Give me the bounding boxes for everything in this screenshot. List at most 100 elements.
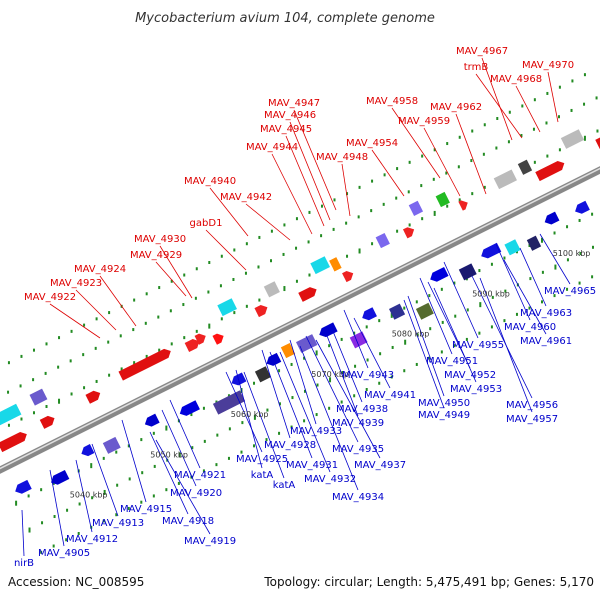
bottom-gene-label: MAV_4965 xyxy=(544,286,596,297)
gene-feature xyxy=(179,400,200,416)
gene-box xyxy=(310,256,330,275)
tick-dot xyxy=(440,287,443,291)
gene-box xyxy=(329,257,342,272)
tick-dot xyxy=(320,204,323,208)
tick-dot xyxy=(596,129,599,133)
gene-arrow xyxy=(342,270,354,283)
tick-dot xyxy=(458,135,461,139)
tick-dot xyxy=(504,289,507,293)
leader-line xyxy=(433,287,477,383)
tick-dot xyxy=(529,277,532,281)
tick-dot xyxy=(283,286,286,292)
tick-dot xyxy=(278,369,281,373)
tick-dot xyxy=(152,494,155,498)
tick-dot xyxy=(483,123,486,127)
leader-line xyxy=(155,261,187,297)
leader-line xyxy=(169,399,201,469)
tick-dot xyxy=(471,129,474,133)
tick-dot xyxy=(558,85,561,89)
bottom-gene-label: MAV_4912 xyxy=(66,534,118,545)
tick-dot xyxy=(483,185,486,189)
tick-dot xyxy=(52,544,55,548)
tick-dot xyxy=(541,300,544,304)
tick-dot xyxy=(328,406,331,410)
tick-dot xyxy=(446,142,449,146)
gene-box xyxy=(389,303,406,320)
gene-feature xyxy=(415,302,434,320)
leader-line xyxy=(159,245,193,299)
tick-dot xyxy=(465,337,468,341)
tick-dot xyxy=(108,311,111,315)
tick-dot xyxy=(403,306,406,310)
tick-dot xyxy=(53,515,56,519)
tick-dot xyxy=(571,79,574,83)
leader-line xyxy=(479,277,533,413)
gene-box xyxy=(504,239,521,256)
tick-dot xyxy=(591,245,594,249)
gene-arrow xyxy=(481,242,502,259)
tick-dot xyxy=(503,256,506,260)
gene-feature xyxy=(254,366,272,383)
tick-dot xyxy=(170,342,173,346)
scale-label: 5040 kbp xyxy=(70,491,108,500)
tick-dot xyxy=(446,204,449,208)
tick-dot xyxy=(390,375,393,379)
gene-box xyxy=(217,298,237,317)
tick-dot xyxy=(195,267,198,271)
tick-dot xyxy=(566,287,569,291)
gene-feature xyxy=(544,211,560,225)
tick-dot xyxy=(432,177,435,181)
tick-dot xyxy=(429,327,432,331)
bottom-gene-label: MAV_4956 xyxy=(506,400,558,411)
tick-dot xyxy=(90,463,93,469)
tick-dot xyxy=(415,300,418,304)
tick-dot xyxy=(490,262,493,266)
leader-line xyxy=(75,459,93,533)
tick-dot xyxy=(116,483,119,487)
bottom-gene-label: MAV_4935 xyxy=(332,444,384,455)
genome-summary-text: Topology: circular; Length: 5,475,491 bp… xyxy=(263,575,594,589)
tick-dot xyxy=(132,328,135,332)
tick-dot xyxy=(507,140,510,144)
tick-dot xyxy=(533,98,536,102)
gene-arrow xyxy=(458,200,468,211)
gene-features xyxy=(0,129,600,494)
tick-dot xyxy=(421,217,424,221)
gene-feature xyxy=(296,334,318,353)
gene-arrow xyxy=(118,348,171,381)
gene-feature xyxy=(595,133,600,149)
gene-feature xyxy=(535,160,565,182)
leader-line xyxy=(341,163,351,217)
tick-dot xyxy=(127,444,130,448)
tick-dot xyxy=(265,438,268,442)
gene-arrow xyxy=(402,227,415,239)
tick-dot xyxy=(553,231,556,235)
tick-dot xyxy=(478,269,481,273)
gene-arrow xyxy=(254,304,268,318)
tick-dot xyxy=(328,344,331,348)
gene-feature xyxy=(118,348,171,381)
gene-arrow xyxy=(266,352,282,366)
bottom-gene-label: MAV_4905 xyxy=(38,548,90,559)
tick-dot xyxy=(202,469,205,473)
tick-dot xyxy=(278,431,281,435)
bottom-gene-label: MAV_4952 xyxy=(444,370,496,381)
gene-box xyxy=(254,366,272,383)
top-gene-label: gabD1 xyxy=(190,218,223,229)
scale-label: 5050 kbp xyxy=(150,451,188,460)
tick-dot xyxy=(241,421,244,425)
tick-dot xyxy=(378,381,381,385)
tick-dot xyxy=(282,252,285,256)
leader-line xyxy=(407,295,445,397)
leader-line xyxy=(343,309,369,369)
gene-arrow xyxy=(39,415,55,429)
tick-dot xyxy=(145,292,148,296)
tick-dot xyxy=(345,221,348,225)
bottom-gene-label: MAV_4955 xyxy=(452,340,504,351)
tick-dot xyxy=(91,496,94,500)
tick-dot xyxy=(482,152,485,156)
gene-feature xyxy=(389,303,406,320)
tick-dot xyxy=(227,456,230,460)
top-gene-label: MAV_4968 xyxy=(490,74,542,85)
